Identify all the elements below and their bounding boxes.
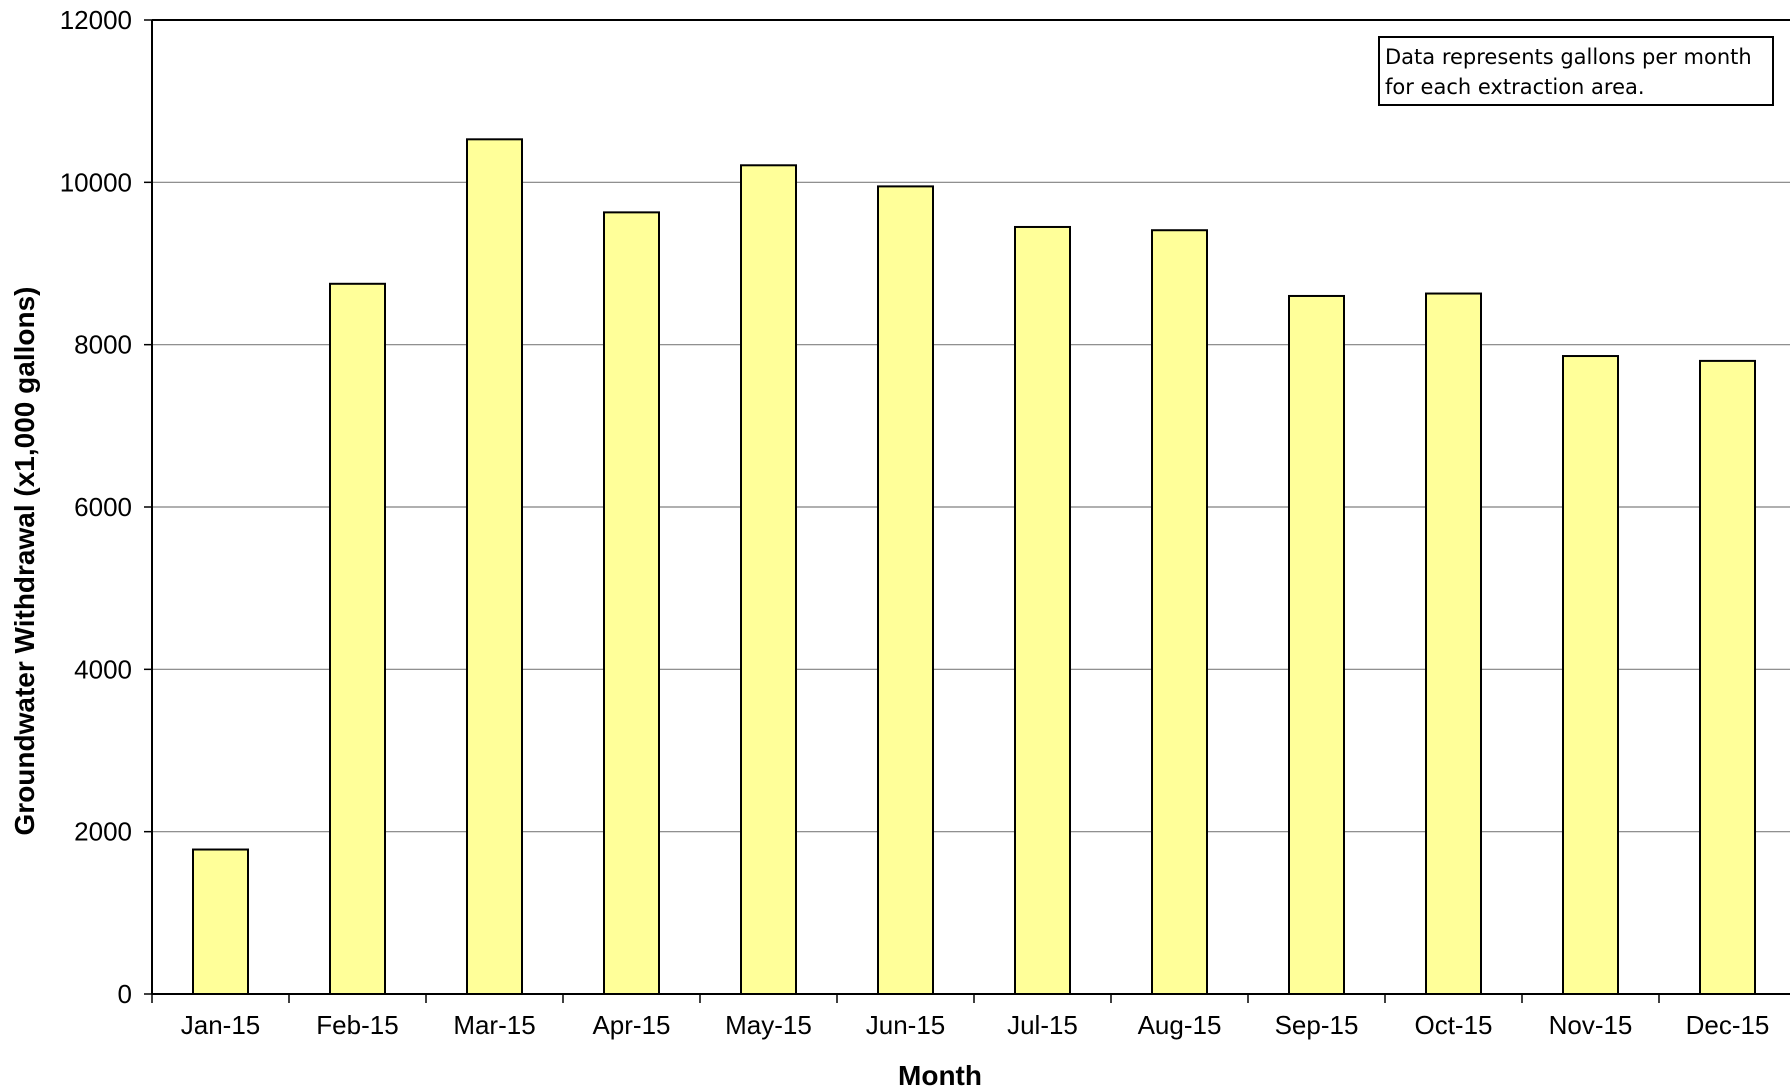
y-tick-labels: 0 2000 4000 6000 8000 10000 12000: [60, 5, 132, 1009]
bar-jul-15: [1014, 225, 1071, 996]
annotation-box: Data represents gallons per month for ea…: [1378, 36, 1774, 106]
bar-apr-15: [603, 211, 660, 996]
axes: [144, 19, 1790, 1003]
y-tick-label: 10000: [60, 167, 132, 197]
x-tick-label: Nov-15: [1549, 1010, 1633, 1040]
bar-nov-15: [1562, 355, 1619, 995]
x-tick-labels: Jan-15 Feb-15 Mar-15 Apr-15 May-15 Jun-15 Jul-…: [181, 1010, 1770, 1040]
x-tick-label: Jul-15: [1007, 1010, 1078, 1040]
bars: [192, 138, 1756, 996]
x-tick-label: May-15: [725, 1010, 812, 1040]
bar-jun-15: [877, 185, 934, 995]
y-tick-label: 12000: [60, 5, 132, 35]
x-tick-label: Jan-15: [181, 1010, 261, 1040]
bar-oct-15: [1425, 292, 1482, 995]
y-tick-label: 2000: [74, 817, 132, 847]
x-tick-label: Jun-15: [866, 1010, 946, 1040]
y-tick-label: 6000: [74, 492, 132, 522]
x-tick-label: Oct-15: [1414, 1010, 1492, 1040]
bar-sep-15: [1288, 294, 1345, 995]
x-tick-label: Feb-15: [316, 1010, 398, 1040]
y-axis-title: Groundwater Withdrawal (x1,000 gallons): [9, 287, 40, 836]
bar-mar-15: [466, 138, 523, 995]
annotation-line-2: for each extraction area.: [1385, 75, 1645, 99]
bar-aug-15: [1151, 229, 1208, 995]
x-tick-label: Mar-15: [453, 1010, 535, 1040]
y-tick-label: 0: [118, 979, 132, 1009]
bar-may-15: [740, 164, 797, 995]
y-tick-label: 8000: [74, 330, 132, 360]
bar-jan-15: [192, 848, 249, 995]
x-axis-title: Month: [898, 1060, 982, 1091]
annotation-line-1: Data represents gallons per month: [1385, 45, 1752, 69]
x-tick-label: Aug-15: [1138, 1010, 1222, 1040]
y-tick-label: 4000: [74, 654, 132, 684]
x-tick-label: Dec-15: [1686, 1010, 1770, 1040]
x-tick-label: Apr-15: [592, 1010, 670, 1040]
bar-feb-15: [329, 282, 386, 995]
x-tick-label: Sep-15: [1275, 1010, 1359, 1040]
bar-dec-15: [1699, 359, 1756, 995]
gridlines: [152, 181, 1790, 833]
